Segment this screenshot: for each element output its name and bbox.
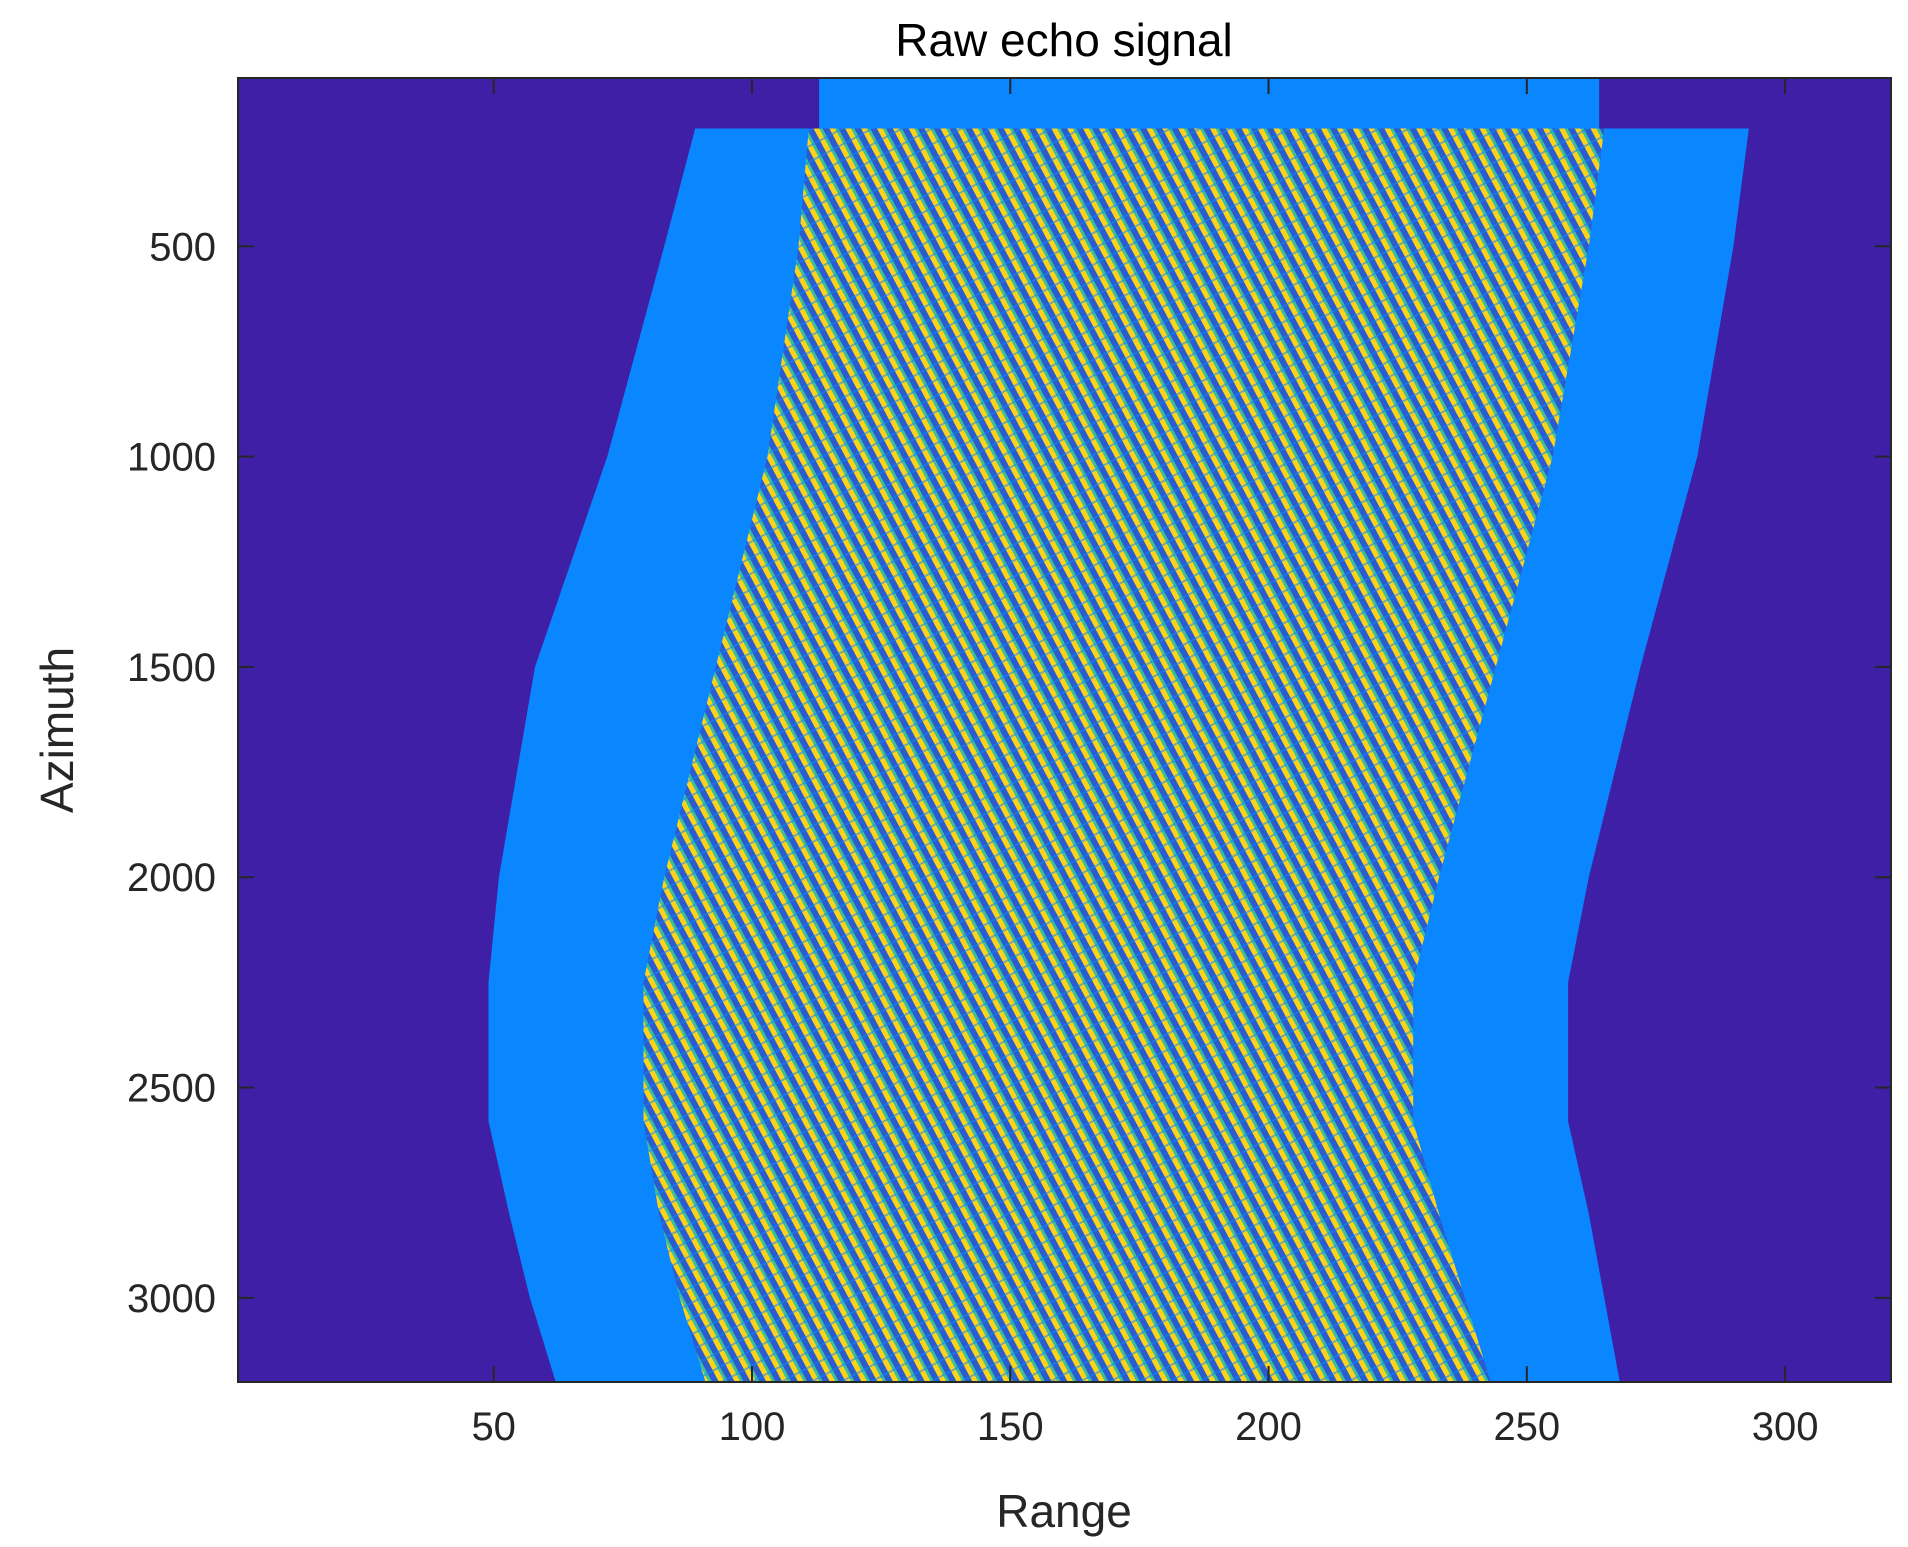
x-tick-label: 200 bbox=[1235, 1405, 1302, 1449]
inner-signal bbox=[643, 128, 1605, 1382]
x-tick-label: 300 bbox=[1752, 1405, 1819, 1449]
x-tick-label: 100 bbox=[719, 1405, 786, 1449]
chart-title: Raw echo signal bbox=[895, 14, 1233, 66]
heatmap-regions bbox=[488, 78, 1749, 1382]
y-tick-label: 2500 bbox=[127, 1067, 216, 1111]
x-ticks: 50 100 150 200 250 300 bbox=[471, 78, 1818, 1449]
y-tick-label: 1000 bbox=[127, 436, 216, 480]
y-tick-label: 3000 bbox=[127, 1277, 216, 1321]
x-tick-label: 50 bbox=[471, 1405, 516, 1449]
y-axis-label: Azimuth bbox=[31, 647, 83, 813]
x-tick-label: 150 bbox=[977, 1405, 1044, 1449]
y-tick-label: 1500 bbox=[127, 646, 216, 690]
y-tick-label: 500 bbox=[149, 225, 216, 269]
y-ticks: 500 1000 1500 2000 2500 3000 bbox=[127, 225, 1891, 1321]
plot-frame bbox=[237, 77, 1892, 1383]
plot-area: 50 100 150 200 250 300 500 1000 1500 2000 2500 300… bbox=[127, 77, 1892, 1449]
x-tick-label: 250 bbox=[1493, 1405, 1560, 1449]
y-tick-label: 2000 bbox=[127, 856, 216, 900]
outer-envelope-top-band bbox=[819, 78, 1600, 131]
x-axis-label: Range bbox=[996, 1485, 1132, 1537]
